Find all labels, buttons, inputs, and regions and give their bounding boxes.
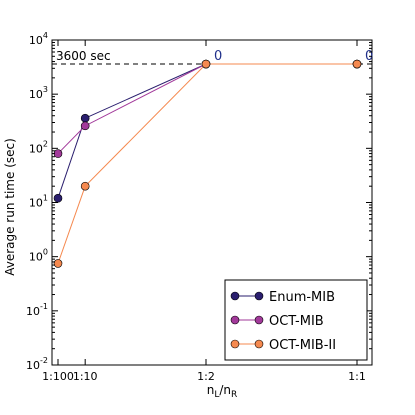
legend-label: OCT-MIB — [269, 314, 324, 329]
legend-marker — [230, 339, 240, 349]
data-point — [53, 259, 63, 268]
legend: Enum-MIB OCT-MIB OCT-MIB-II — [224, 279, 368, 361]
legend-marker — [254, 315, 264, 325]
y-tick-label: 103 — [29, 85, 48, 101]
series-line — [57, 63, 357, 199]
y-tick-base: 10 — [29, 34, 43, 47]
y-tick-label: 10-2 — [26, 356, 48, 372]
y-tick-exponent: 1 — [43, 194, 48, 203]
y-tick-exponent: 0 — [43, 248, 48, 257]
x-tick-label: 1:100 — [42, 370, 74, 383]
y-tick-base: 10 — [29, 197, 43, 210]
legend-marker — [230, 315, 240, 325]
y-tick-exponent: 3 — [43, 85, 48, 94]
legend-label: Enum-MIB — [269, 290, 335, 305]
y-tick-exponent: 2 — [43, 139, 48, 148]
reference-line-label: 3600 sec — [56, 49, 111, 63]
series-line — [57, 63, 357, 154]
legend-marker — [230, 291, 240, 301]
point-annotation: 0 — [214, 49, 222, 64]
x-label-sub-l: L — [214, 390, 219, 400]
y-tick-label: 100 — [29, 248, 48, 264]
x-tick-label: 1:1 — [348, 370, 366, 383]
y-tick-exponent: 4 — [43, 31, 48, 40]
y-tick-base: 10 — [29, 142, 43, 155]
x-axis-label: nL/nR — [207, 383, 238, 400]
data-point — [80, 113, 90, 123]
data-point — [53, 193, 63, 203]
data-point — [53, 149, 63, 158]
y-tick-base: 10 — [29, 251, 43, 264]
data-point — [80, 181, 90, 191]
legend-marker — [254, 291, 264, 301]
legend-marker — [254, 339, 264, 349]
plot-layer: 3600 sec 0 0 — [51, 39, 373, 366]
y-tick-label: 102 — [29, 139, 48, 155]
x-label-sep: /n — [219, 383, 231, 397]
data-point — [352, 59, 362, 69]
x-label-sub-r: R — [231, 390, 237, 400]
y-tick-base: 10 — [26, 305, 40, 318]
y-tick-label: 10-1 — [26, 302, 48, 318]
y-tick-label: 104 — [29, 31, 48, 47]
x-label-main: n — [207, 383, 215, 397]
y-tick-label: 101 — [29, 194, 48, 210]
y-tick-base: 10 — [29, 88, 43, 101]
y-tick-exponent: -1 — [40, 302, 48, 311]
data-point — [201, 59, 211, 69]
series-line — [57, 63, 357, 264]
y-axis-label: Average run time (sec) — [3, 138, 17, 276]
y-tick-base: 10 — [26, 359, 40, 372]
x-tick-label: 1:2 — [197, 370, 215, 383]
y-tick-exponent: -2 — [40, 356, 48, 365]
legend-label: OCT-MIB-II — [269, 338, 336, 353]
data-point — [80, 121, 90, 131]
x-tick-label: 1:10 — [73, 370, 98, 383]
